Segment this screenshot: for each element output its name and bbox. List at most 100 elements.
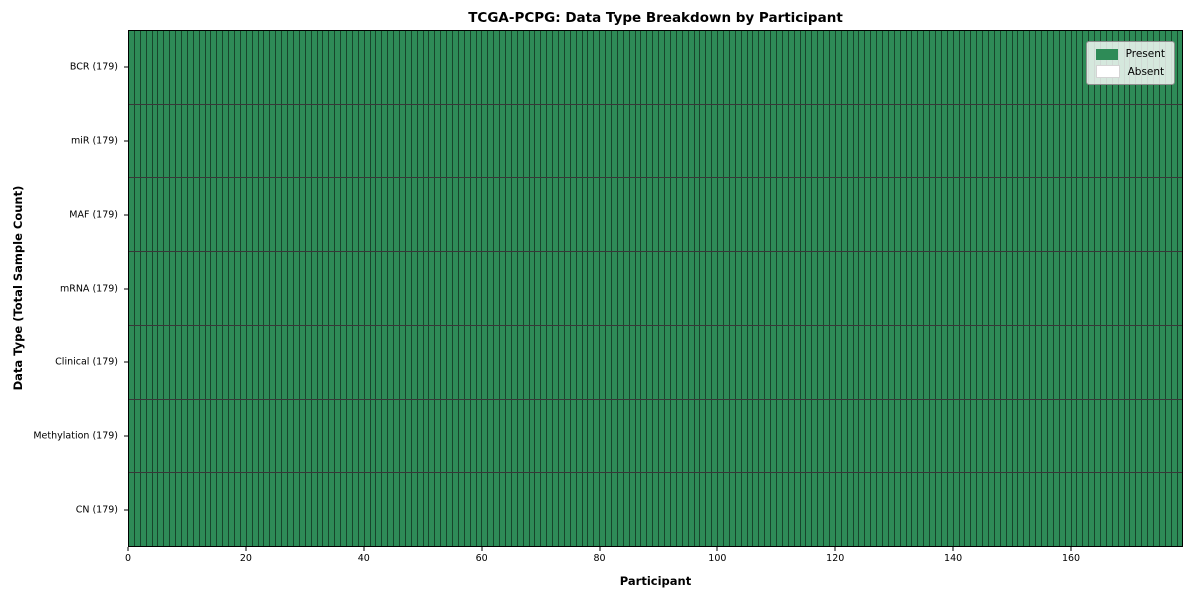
heatmap-cell: [859, 399, 866, 473]
heatmap-cell: [670, 178, 677, 252]
heatmap-cell: [199, 104, 206, 178]
heatmap-cell: [694, 325, 701, 399]
heatmap-cell: [647, 325, 654, 399]
heatmap-cell: [1177, 31, 1183, 104]
heatmap-cell: [765, 399, 772, 473]
heatmap-cell: [983, 399, 990, 473]
heatmap-cell: [1118, 104, 1125, 178]
heatmap-cell: [423, 104, 430, 178]
heatmap-cell: [529, 325, 536, 399]
heatmap-cell: [1124, 325, 1131, 399]
heatmap-cell: [346, 399, 353, 473]
heatmap-cell: [765, 104, 772, 178]
heatmap-cell: [794, 399, 801, 473]
heatmap-cell: [965, 31, 972, 104]
heatmap-cell: [953, 252, 960, 325]
heatmap-cell: [729, 31, 736, 104]
heatmap-cell: [411, 252, 418, 325]
heatmap-cell: [788, 399, 795, 473]
heatmap-cell: [953, 31, 960, 104]
heatmap-cell: [258, 473, 265, 547]
heatmap-cell: [847, 399, 854, 473]
y-tick-area: BCR (179) miR (179) MAF (179) mRNA (179) Cli…: [0, 30, 128, 547]
heatmap-cell: [1018, 399, 1025, 473]
heatmap-cell: [341, 31, 347, 104]
x-tick-mark: [716, 547, 718, 551]
heatmap-cell: [435, 473, 442, 547]
heatmap-cell: [464, 325, 471, 399]
heatmap-cell: [140, 325, 147, 399]
heatmap-cell: [182, 178, 188, 252]
heatmap-cell: [435, 399, 442, 473]
heatmap-cell: [299, 399, 306, 473]
heatmap-cell: [129, 473, 135, 547]
heatmap-cell: [305, 399, 312, 473]
heatmap-cell: [841, 104, 848, 178]
heatmap-cell: [264, 252, 271, 325]
heatmap-cell: [941, 252, 948, 325]
heatmap-cell: [323, 399, 330, 473]
heatmap-cell: [735, 399, 742, 473]
heatmap-cell: [612, 473, 618, 547]
heatmap-cell: [824, 104, 830, 178]
legend-label: Present: [1125, 48, 1165, 60]
heatmap-cell: [264, 325, 271, 399]
heatmap-cell: [358, 325, 365, 399]
heatmap-cell: [883, 252, 889, 325]
heatmap-cell: [682, 252, 689, 325]
heatmap-cell: [653, 473, 660, 547]
heatmap-cell: [164, 325, 171, 399]
heatmap-cell: [617, 178, 624, 252]
heatmap-cell: [688, 178, 695, 252]
heatmap-cell: [576, 325, 583, 399]
heatmap-cell: [223, 252, 230, 325]
heatmap-cell: [388, 325, 395, 399]
heatmap-cell: [158, 473, 165, 547]
heatmap-cell: [989, 399, 995, 473]
heatmap-cell: [788, 104, 795, 178]
heatmap-cell: [747, 473, 754, 547]
heatmap-cell: [600, 473, 607, 547]
heatmap-cell: [912, 252, 919, 325]
y-tick-label: CN (179): [75, 504, 118, 516]
heatmap-cell: [824, 325, 830, 399]
heatmap-cell: [441, 31, 448, 104]
heatmap-cell: [647, 399, 654, 473]
heatmap-cell: [158, 178, 165, 252]
heatmap-cell: [235, 252, 241, 325]
heatmap-cell: [641, 252, 648, 325]
y-tick-mark: [124, 288, 128, 289]
heatmap-cell: [1000, 399, 1007, 473]
heatmap-cell: [782, 31, 789, 104]
heatmap-cell: [341, 178, 347, 252]
heatmap-cell: [217, 31, 224, 104]
heatmap-cell: [1112, 325, 1119, 399]
heatmap-cell: [394, 178, 400, 252]
heatmap-cell: [883, 31, 889, 104]
heatmap-cell: [665, 178, 671, 252]
heatmap-cell: [1000, 31, 1007, 104]
heatmap-cell: [517, 252, 524, 325]
heatmap-cell: [464, 31, 471, 104]
heatmap-cell: [812, 325, 819, 399]
heatmap-cell: [182, 399, 188, 473]
heatmap-cell: [423, 473, 430, 547]
heatmap-cell: [918, 325, 925, 399]
heatmap-cell: [229, 325, 236, 399]
heatmap-cell: [570, 31, 577, 104]
heatmap-cell: [541, 252, 548, 325]
heatmap-grid: [129, 31, 1183, 547]
x-tick-mark: [834, 547, 836, 551]
heatmap-cell: [906, 104, 913, 178]
heatmap-cell: [358, 399, 365, 473]
heatmap-cell: [741, 473, 748, 547]
heatmap-cell: [1036, 104, 1043, 178]
heatmap-cell: [470, 399, 477, 473]
heatmap-cell: [470, 104, 477, 178]
heatmap-cell: [1171, 252, 1178, 325]
heatmap-cell: [959, 31, 966, 104]
heatmap-cell: [429, 325, 436, 399]
heatmap-cell: [1153, 399, 1160, 473]
heatmap-cell: [1077, 178, 1084, 252]
heatmap-cell: [182, 252, 188, 325]
